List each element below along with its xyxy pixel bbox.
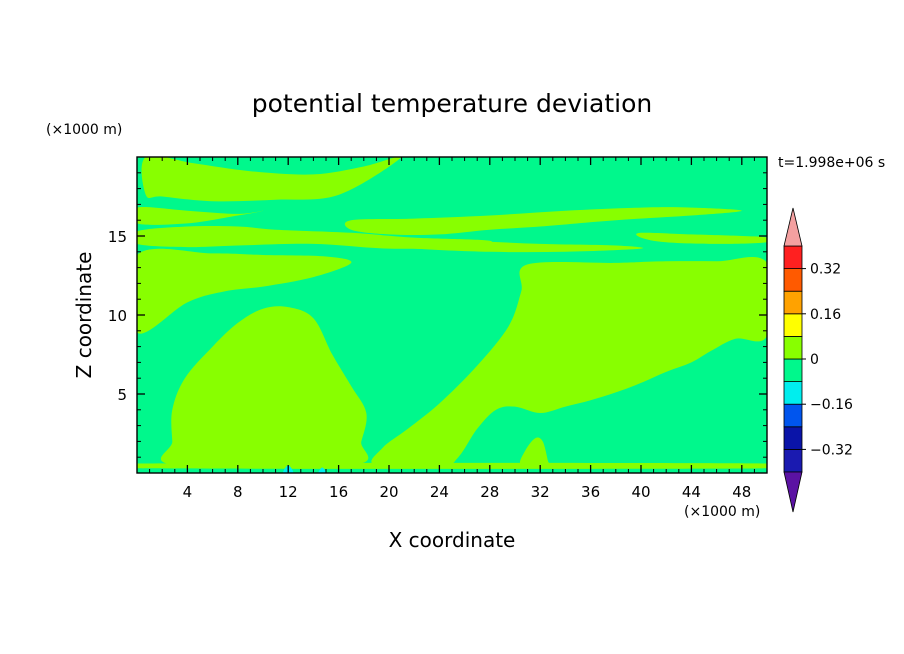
x-tick-label: 24: [430, 483, 449, 501]
colorbar: 0.32 0.16 0 −0.16 −0.32: [783, 207, 853, 513]
colorbar-tick-label: 0: [810, 352, 819, 368]
contour-region-7: [137, 262, 213, 271]
y-tick-label: 15: [108, 228, 127, 246]
y-axis-label: Z coordinate: [72, 252, 96, 379]
x-tick-label: 36: [581, 483, 600, 501]
x-tick-label: 20: [379, 483, 398, 501]
x-tick-label: 32: [531, 483, 550, 501]
contour-region-10: [519, 437, 550, 467]
colorbar-band: [783, 403, 803, 428]
x-tick-label: 28: [480, 483, 499, 501]
contour-regions: [137, 157, 767, 473]
colorbar-band: [783, 426, 803, 450]
x-tick-label: 16: [329, 483, 348, 501]
x-tick-label: 12: [279, 483, 298, 501]
y-tick-label: 10: [108, 307, 127, 325]
colorbar-tick-label: 0.16: [810, 307, 841, 323]
colorbar-band: [783, 245, 803, 270]
colorbar-band: [783, 313, 803, 337]
colorbar-band: [783, 448, 803, 473]
x-unit-label: (×1000 m): [684, 504, 760, 520]
colorbar-tick-label: −0.16: [810, 397, 853, 413]
contour-region-9: [371, 256, 767, 467]
contour-region-4: [636, 232, 767, 244]
contour-region-3: [344, 207, 742, 235]
colorbar-band: [783, 290, 803, 315]
contour-region-1: [137, 207, 263, 225]
x-tick-label: 4: [183, 483, 193, 501]
colorbar-band: [783, 358, 803, 383]
colorbar-band: [783, 381, 803, 405]
contour-region-8: [160, 306, 369, 469]
time-label: t=1.998e+06 s: [778, 155, 885, 171]
colorbar-tick-label: 0.32: [810, 262, 841, 278]
colorbar-max-arrow: [783, 207, 803, 247]
x-tick-label: 8: [233, 483, 243, 501]
y-unit-label: (×1000 m): [46, 122, 122, 138]
colorbar-band: [783, 335, 803, 360]
y-tick-label: 5: [117, 386, 127, 404]
colorbar-min-arrow: [783, 471, 803, 513]
chart-title: potential temperature deviation: [252, 89, 652, 118]
colorbar-band: [783, 268, 803, 292]
contour-region-13: [318, 467, 327, 473]
contour-region-5: [382, 238, 644, 253]
x-tick-label: 40: [631, 483, 650, 501]
colorbar-tick-label: −0.32: [810, 442, 853, 458]
contour-region-11: [137, 462, 767, 469]
contour-region-0: [141, 157, 402, 202]
x-tick-label: 48: [732, 483, 751, 501]
x-tick-label: 44: [682, 483, 701, 501]
x-axis-label: X coordinate: [389, 528, 516, 552]
